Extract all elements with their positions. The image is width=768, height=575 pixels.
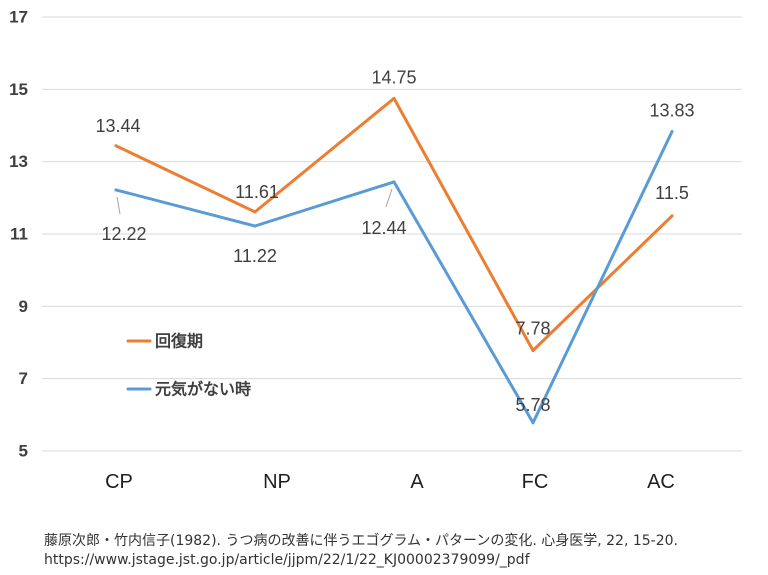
series-1-data-label-fc: 7.78 — [515, 318, 550, 338]
y-axis: 5 7 9 11 13 15 17 — [9, 8, 28, 461]
series-2-leader-cp — [116, 196, 121, 214]
citation: 藤原次郎・竹内信子(1982). うつ病の改善に伴うエゴグラム・パターンの変化.… — [44, 532, 678, 568]
legend: 回復期 元気がない時 — [126, 332, 251, 399]
y-tick-label-13: 13 — [9, 152, 28, 171]
series-1-point-cp — [114, 144, 118, 148]
series-lines — [114, 96, 674, 425]
series-1-data-label-ac: 11.5 — [655, 183, 689, 203]
series-2-data-label-ac: 13.83 — [649, 101, 694, 121]
legend-item-series-2: 元気がない時 — [126, 380, 251, 399]
y-tick-label-7: 7 — [19, 369, 28, 388]
citation-reference: 藤原次郎・竹内信子(1982). うつ病の改善に伴うエゴグラム・パターンの変化.… — [44, 532, 678, 549]
x-tick-label-a: A — [410, 471, 424, 493]
series-1-point-np — [253, 210, 257, 214]
gridlines — [42, 16, 742, 452]
y-tick-label-9: 9 — [19, 297, 28, 316]
series-1-data-label-np: 11.61 — [235, 182, 279, 202]
leader-lines — [116, 188, 393, 214]
series-2-leader-a — [385, 188, 393, 208]
legend-label-series-1: 回復期 — [155, 332, 203, 351]
series-2-data-label-cp: 12.22 — [101, 224, 146, 244]
series-2-point-fc — [531, 421, 535, 425]
y-tick-label-17: 17 — [9, 8, 28, 27]
series-1-point-fc — [531, 348, 535, 352]
y-tick-label-5: 5 — [19, 442, 28, 461]
x-axis: CP NP A FC AC — [105, 471, 675, 493]
x-tick-label-ac: AC — [647, 471, 675, 493]
series-2-data-label-np: 11.22 — [233, 246, 277, 266]
series-2-data-label-fc: 5.78 — [515, 395, 550, 415]
y-tick-label-11: 11 — [10, 225, 28, 244]
x-tick-label-np: NP — [263, 471, 291, 493]
data-labels: 13.44 11.61 14.75 7.78 11.5 12.22 11.22 12.44 5.… — [95, 67, 694, 414]
x-tick-label-cp: CP — [105, 471, 133, 493]
legend-label-series-2: 元気がない時 — [155, 380, 251, 399]
citation-url: https://www.jstage.jst.go.jp/article/jjp… — [44, 552, 531, 568]
legend-item-series-1: 回復期 — [126, 332, 203, 351]
series-1-point-ac — [670, 214, 674, 218]
series-1-data-label-a: 14.75 — [371, 67, 416, 87]
series-2-point-a — [392, 180, 396, 184]
series-2-data-label-a: 12.44 — [361, 218, 406, 238]
y-tick-label-15: 15 — [9, 80, 28, 99]
data-points — [114, 96, 674, 425]
series-2-point-cp — [114, 188, 118, 192]
series-2-point-np — [253, 224, 257, 228]
series-1-point-a — [392, 96, 396, 100]
series-2-point-ac — [670, 130, 674, 134]
x-tick-label-fc: FC — [522, 471, 549, 493]
series-1-data-label-cp: 13.44 — [95, 116, 140, 136]
